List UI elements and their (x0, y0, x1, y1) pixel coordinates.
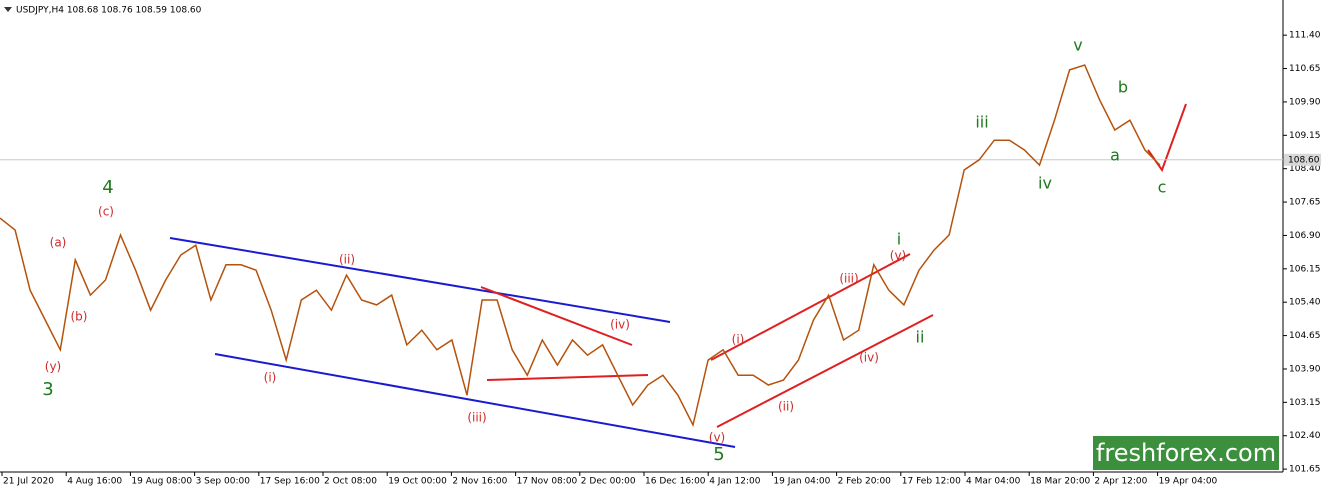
current-price-label: 108.60 (1288, 155, 1320, 165)
x-tick-label: 2 Feb 20:00 (838, 477, 892, 487)
wave-label: (ii) (339, 253, 355, 267)
watermark-box (1093, 436, 1279, 470)
wave-label: ii (916, 328, 925, 347)
wave-label: b (1118, 78, 1128, 97)
y-tick-label: 101.65 (1289, 465, 1321, 475)
y-tick-label: 110.65 (1289, 64, 1321, 74)
wave-label: (iv) (859, 351, 879, 365)
y-tick-label: 107.65 (1289, 198, 1321, 208)
trend-line (480, 286, 633, 346)
x-tick-label: 19 Jan 04:00 (773, 477, 830, 487)
wave-label: (v) (709, 431, 725, 445)
wave-label: 4 (102, 177, 113, 198)
wave-label: (i) (264, 371, 277, 385)
y-tick-label: 109.15 (1289, 131, 1321, 141)
wave-label: a (1110, 146, 1120, 165)
wave-label: (iii) (839, 272, 858, 286)
wave-label: (c) (98, 205, 114, 219)
x-tick-label: 4 Aug 16:00 (67, 477, 122, 487)
x-tick-label: 19 Aug 08:00 (131, 477, 192, 487)
trend-line (710, 253, 911, 361)
x-tick-label: 19 Oct 00:00 (388, 477, 447, 487)
x-tick-label: 2 Nov 16:00 (452, 477, 507, 487)
x-tick-label: 3 Sep 00:00 (196, 477, 251, 487)
watermark: freshforex.com (1096, 439, 1276, 467)
y-tick-label: 103.15 (1289, 398, 1321, 408)
x-tick-label: 2 Dec 00:00 (581, 477, 636, 487)
trend-line (486, 374, 649, 381)
x-tick-label: 21 Jul 2020 (3, 477, 54, 487)
wave-label: (i) (732, 333, 745, 347)
wave-label: c (1158, 178, 1167, 197)
channel-line (214, 353, 736, 448)
wave-label: (iv) (610, 318, 630, 332)
wave-label: (iii) (467, 411, 486, 425)
x-tick-label: 17 Feb 12:00 (902, 477, 961, 487)
x-tick-label: 17 Nov 08:00 (517, 477, 578, 487)
y-tick-label: 104.65 (1289, 331, 1321, 341)
x-tick-label: 18 Mar 20:00 (1030, 477, 1090, 487)
trend-line (716, 314, 934, 428)
wave-label: (b) (71, 310, 88, 324)
menu-icon (4, 7, 12, 12)
wave-label: (y) (45, 360, 61, 374)
channel-line (169, 237, 671, 323)
y-tick-label: 103.90 (1289, 364, 1321, 374)
x-tick-label: 4 Jan 12:00 (709, 477, 761, 487)
x-tick-label: 16 Dec 16:00 (645, 477, 706, 487)
y-tick-label: 105.40 (1289, 298, 1321, 308)
y-tick-label: 111.40 (1289, 31, 1321, 41)
price-line (0, 64, 1161, 428)
wave-label: (a) (50, 236, 67, 250)
wave-label: 5 (713, 444, 724, 465)
y-tick-label: 109.90 (1289, 97, 1321, 107)
x-tick-label: 4 Mar 04:00 (966, 477, 1021, 487)
trend-lines (480, 103, 1187, 428)
y-tick-label: 106.90 (1289, 231, 1321, 241)
wave-label: (v) (890, 249, 906, 263)
y-tick-label: 106.15 (1289, 264, 1321, 274)
projection (1147, 103, 1187, 173)
y-tick-label: 108.40 (1289, 164, 1321, 174)
x-tick-label: 2 Apr 12:00 (1094, 477, 1147, 487)
wave-label: v (1073, 36, 1082, 55)
channel (169, 237, 736, 448)
wave-label: 3 (42, 379, 53, 400)
x-tick-label: 19 Apr 04:00 (1159, 477, 1218, 487)
wave-label: iii (975, 113, 988, 132)
wave-label: iv (1038, 174, 1052, 193)
current-price-box (1284, 153, 1321, 166)
wave-label: i (897, 230, 901, 249)
y-tick-label: 102.40 (1289, 431, 1321, 441)
wave-label: (ii) (778, 400, 794, 414)
x-tick-label: 2 Oct 08:00 (324, 477, 377, 487)
chart-title: USDJPY,H4 108.68 108.76 108.59 108.60 (16, 6, 202, 16)
x-tick-label: 17 Sep 16:00 (260, 477, 320, 487)
